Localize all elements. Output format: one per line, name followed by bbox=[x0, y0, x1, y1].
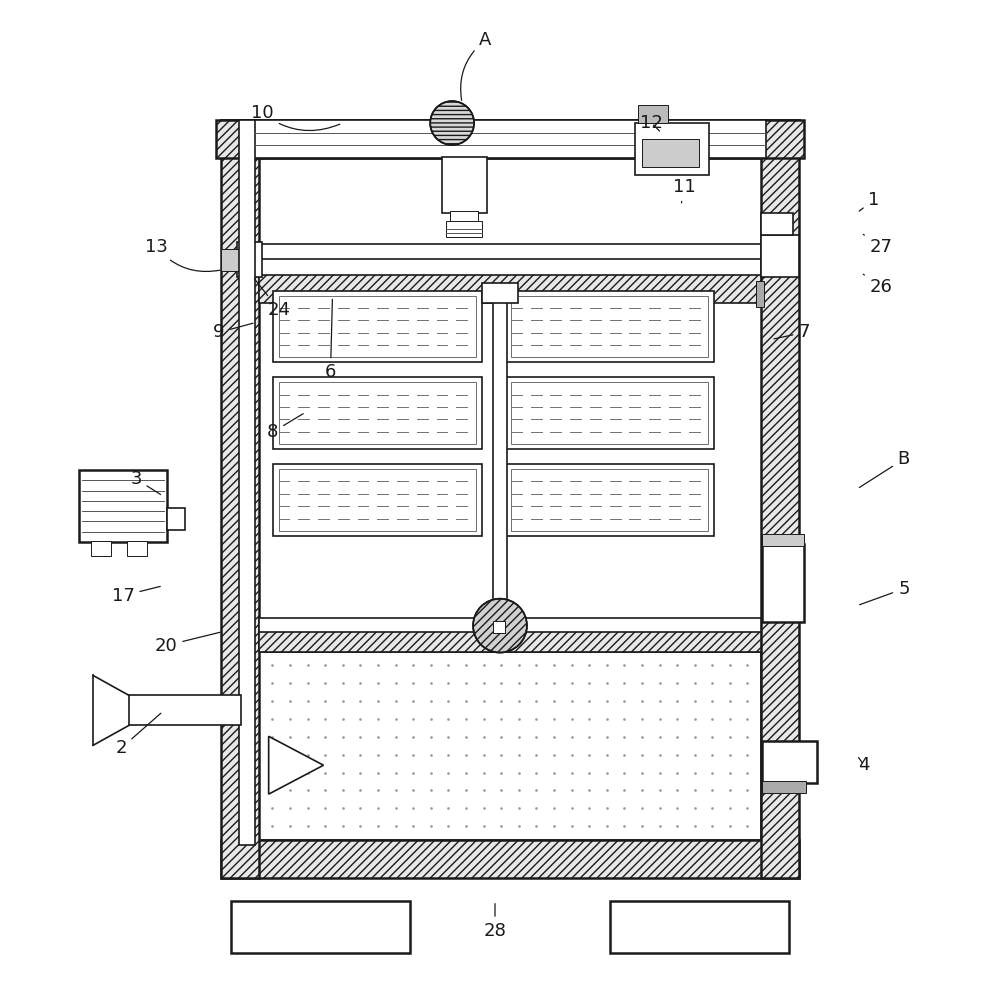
Bar bbox=[259, 259, 761, 277]
Bar bbox=[761, 235, 799, 277]
Bar bbox=[505, 464, 714, 536]
Bar bbox=[167, 508, 185, 530]
Bar bbox=[610, 900, 789, 953]
Text: 4: 4 bbox=[858, 757, 870, 774]
Circle shape bbox=[473, 598, 527, 652]
Text: 9: 9 bbox=[213, 323, 253, 341]
Bar bbox=[446, 220, 482, 237]
Bar bbox=[129, 696, 241, 725]
Bar bbox=[221, 120, 259, 878]
Text: 28: 28 bbox=[484, 903, 506, 940]
Bar bbox=[91, 541, 111, 556]
Bar bbox=[642, 139, 699, 167]
Text: 12: 12 bbox=[640, 114, 663, 132]
Bar bbox=[482, 282, 518, 302]
Bar bbox=[79, 470, 167, 542]
Bar bbox=[237, 242, 262, 277]
Bar bbox=[254, 120, 766, 158]
Bar bbox=[221, 840, 799, 878]
Text: 3: 3 bbox=[130, 470, 161, 495]
Bar bbox=[635, 123, 709, 175]
Text: 27: 27 bbox=[863, 234, 892, 256]
Bar bbox=[511, 469, 708, 531]
Bar bbox=[279, 295, 476, 357]
Bar bbox=[239, 120, 255, 845]
Bar bbox=[761, 120, 799, 878]
Text: 10: 10 bbox=[251, 104, 340, 131]
Text: 6: 6 bbox=[325, 299, 336, 382]
Bar bbox=[221, 120, 799, 158]
Circle shape bbox=[430, 101, 474, 145]
Bar bbox=[762, 741, 817, 783]
Bar bbox=[231, 900, 410, 953]
Text: A: A bbox=[461, 31, 491, 100]
Text: B: B bbox=[859, 450, 910, 487]
Bar bbox=[638, 105, 668, 123]
Text: 8: 8 bbox=[267, 413, 303, 441]
Text: 5: 5 bbox=[860, 580, 910, 605]
Bar bbox=[221, 249, 239, 271]
Bar bbox=[216, 120, 804, 158]
Bar bbox=[762, 534, 804, 546]
Bar bbox=[127, 541, 147, 556]
Bar bbox=[279, 383, 476, 444]
Bar bbox=[450, 211, 478, 222]
Bar bbox=[505, 377, 714, 449]
Bar bbox=[259, 618, 761, 634]
Bar bbox=[273, 377, 482, 449]
Bar bbox=[756, 280, 764, 307]
Text: 17: 17 bbox=[112, 586, 160, 605]
Text: 11: 11 bbox=[673, 178, 696, 203]
Bar bbox=[273, 290, 482, 362]
Text: 13: 13 bbox=[145, 238, 220, 272]
Bar bbox=[259, 651, 761, 840]
Bar bbox=[762, 781, 806, 793]
Bar bbox=[442, 157, 487, 213]
Bar bbox=[762, 544, 804, 622]
Bar bbox=[493, 300, 507, 622]
Polygon shape bbox=[269, 736, 323, 794]
Bar bbox=[761, 213, 793, 235]
Bar bbox=[273, 464, 482, 536]
Bar bbox=[259, 632, 761, 651]
Bar bbox=[259, 275, 761, 302]
Text: 26: 26 bbox=[863, 275, 892, 295]
Bar bbox=[279, 469, 476, 531]
Bar bbox=[259, 158, 761, 840]
Bar bbox=[493, 621, 505, 633]
Text: 2: 2 bbox=[115, 713, 161, 758]
Text: 7: 7 bbox=[774, 324, 810, 341]
Bar bbox=[259, 244, 761, 260]
Bar bbox=[511, 383, 708, 444]
Bar bbox=[511, 295, 708, 357]
Text: 20: 20 bbox=[155, 633, 220, 654]
Text: 1: 1 bbox=[859, 191, 880, 212]
Bar bbox=[505, 290, 714, 362]
Text: 24: 24 bbox=[254, 278, 290, 319]
